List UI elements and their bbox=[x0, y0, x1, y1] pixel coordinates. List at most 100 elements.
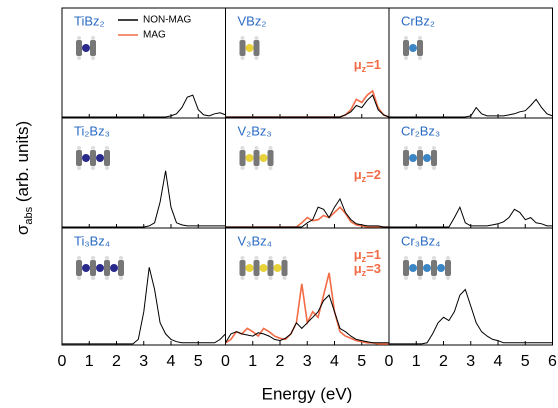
x-tick-label: 4 bbox=[330, 353, 339, 370]
annotation-symbol: μ bbox=[354, 261, 362, 276]
molecule-h bbox=[91, 166, 95, 170]
molecule-h bbox=[91, 56, 95, 60]
molecule-h bbox=[418, 56, 422, 60]
annotation-text: =3 bbox=[366, 261, 381, 276]
molecule-metal bbox=[96, 154, 104, 162]
molecule-h bbox=[418, 166, 422, 170]
molecule-metal bbox=[437, 264, 445, 272]
molecule-h bbox=[404, 166, 408, 170]
molecule-ring bbox=[268, 150, 274, 166]
molecule-h bbox=[119, 256, 123, 260]
molecule-ring bbox=[90, 150, 96, 166]
molecule-h bbox=[269, 276, 273, 280]
figure: TiBz₂VBz₂μz=1CrBz₂Ti₂Bz₃V₂Bz₃μz=2Cr₂Bz₃0… bbox=[0, 0, 558, 408]
annotation-text: =1 bbox=[366, 57, 381, 72]
molecule-ring bbox=[417, 260, 423, 276]
molecule-metal bbox=[409, 264, 417, 272]
x-tick-label: 1 bbox=[412, 353, 421, 370]
panel-title: TiBz₂ bbox=[74, 13, 105, 28]
y-label-sub: abs bbox=[23, 206, 35, 224]
molecule-ring bbox=[90, 40, 96, 56]
molecule-h bbox=[241, 256, 245, 260]
x-tick-label: 0 bbox=[58, 353, 67, 370]
annotation-symbol: μ bbox=[354, 57, 362, 72]
molecule-h bbox=[77, 56, 81, 60]
molecule-ring bbox=[240, 40, 246, 56]
x-tick-label: 5 bbox=[194, 353, 203, 370]
panel-title: Cr₃Bz₄ bbox=[401, 233, 441, 248]
molecule-h bbox=[418, 276, 422, 280]
x-tick-label: 4 bbox=[494, 353, 503, 370]
panel-title: Ti₂Bz₃ bbox=[74, 123, 110, 138]
molecule-h bbox=[255, 276, 259, 280]
molecule-h bbox=[105, 146, 109, 150]
molecule-ring bbox=[445, 260, 451, 276]
molecule-h bbox=[77, 166, 81, 170]
molecule-ring bbox=[403, 150, 409, 166]
annotation-symbol: μ bbox=[354, 167, 362, 182]
molecule-h bbox=[241, 36, 245, 40]
molecule-h bbox=[283, 276, 287, 280]
spectrum-line bbox=[62, 171, 226, 227]
x-tick-label: 4 bbox=[167, 353, 176, 370]
panel-title: VBz₂ bbox=[238, 13, 267, 28]
molecule-h bbox=[404, 256, 408, 260]
molecule-metal bbox=[246, 154, 254, 162]
molecule-metal bbox=[260, 154, 268, 162]
x-axis-label: Energy (eV) bbox=[262, 384, 353, 403]
molecule-ring bbox=[268, 260, 274, 276]
annotation-text: =1 bbox=[366, 247, 381, 262]
molecule-metal bbox=[246, 44, 254, 52]
molecule-metal bbox=[82, 44, 90, 52]
molecule-ring bbox=[254, 150, 260, 166]
x-tick-label: 5 bbox=[521, 353, 530, 370]
spectrum-line bbox=[62, 267, 226, 344]
molecule-ring bbox=[240, 260, 246, 276]
molecule-h bbox=[269, 256, 273, 260]
molecule-h bbox=[105, 256, 109, 260]
molecule-h bbox=[446, 276, 450, 280]
y-label-symbol: σ bbox=[13, 224, 32, 235]
molecule-h bbox=[418, 146, 422, 150]
molecule-h bbox=[77, 36, 81, 40]
molecule-metal bbox=[423, 264, 431, 272]
x-tick-label: 0 bbox=[385, 353, 394, 370]
molecule-h bbox=[432, 276, 436, 280]
panel-title: Cr₂Bz₃ bbox=[401, 123, 440, 138]
molecule-h bbox=[255, 146, 259, 150]
molecule-ring bbox=[403, 260, 409, 276]
y-axis-label: σabs (arb. units) bbox=[13, 121, 34, 235]
molecule-h bbox=[91, 146, 95, 150]
molecule-ring bbox=[104, 260, 110, 276]
annotation: μz=1 bbox=[354, 57, 381, 74]
molecule-ring bbox=[254, 260, 260, 276]
x-tick-label: 1 bbox=[248, 353, 257, 370]
molecule-metal bbox=[82, 264, 90, 272]
x-tick-label: 5 bbox=[357, 353, 366, 370]
molecule-metal bbox=[246, 264, 254, 272]
spectrum-line bbox=[226, 273, 390, 344]
x-tick-label: 6 bbox=[548, 353, 557, 370]
molecule-h bbox=[91, 276, 95, 280]
molecule-h bbox=[77, 276, 81, 280]
molecule-ring bbox=[282, 260, 288, 276]
molecule-metal bbox=[82, 154, 90, 162]
molecule-ring bbox=[76, 260, 82, 276]
molecule-ring bbox=[431, 260, 437, 276]
molecule-h bbox=[241, 56, 245, 60]
molecule-h bbox=[269, 146, 273, 150]
molecule-metal bbox=[274, 264, 282, 272]
molecule-ring bbox=[431, 150, 437, 166]
molecule-ring bbox=[118, 260, 124, 276]
spectrum-line bbox=[389, 290, 553, 344]
x-tick-label: 3 bbox=[303, 353, 312, 370]
legend-label: MAG bbox=[143, 30, 166, 41]
molecule-ring bbox=[104, 150, 110, 166]
molecule-ring bbox=[90, 260, 96, 276]
molecule-ring bbox=[254, 40, 260, 56]
molecule-h bbox=[77, 146, 81, 150]
panel-title: CrBz₂ bbox=[401, 13, 435, 28]
molecule-h bbox=[255, 166, 259, 170]
molecule-h bbox=[119, 276, 123, 280]
molecule-h bbox=[91, 36, 95, 40]
